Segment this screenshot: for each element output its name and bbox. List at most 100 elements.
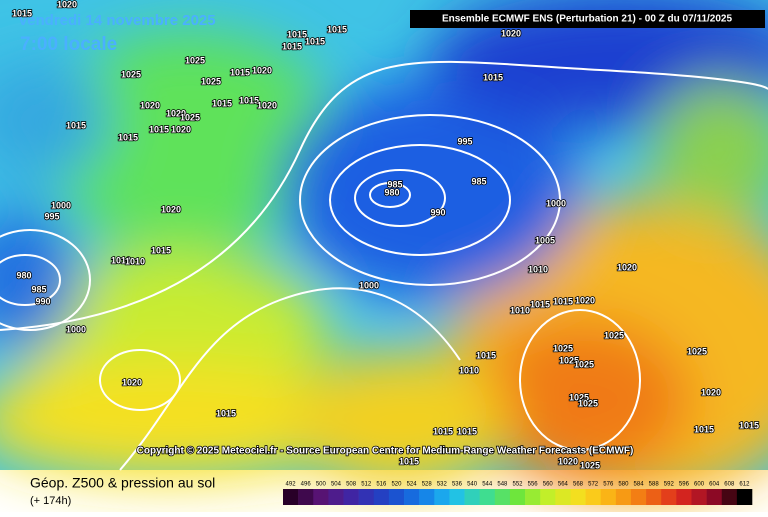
colorbar-tick-label: 572 — [588, 482, 599, 488]
colorbar-cell — [373, 489, 390, 505]
isobar-label: 1005 — [535, 235, 555, 245]
isobar-label: 1020 — [161, 204, 181, 214]
header: Vendredi 14 novembre 2025 7:00 locale En… — [18, 10, 765, 55]
isobar-label: 1015 — [327, 24, 347, 34]
isobar-label: 1000 — [66, 324, 86, 334]
isobar-label: 1025 — [559, 355, 579, 365]
isobar-label: 995 — [457, 136, 472, 146]
isobar-label: 980 — [16, 270, 31, 280]
isobar-label: 1025 — [580, 460, 600, 470]
colorbar-tick-label: 516 — [376, 482, 387, 488]
isobar-label: 1025 — [578, 398, 598, 408]
colorbar-tick-label: 528 — [422, 482, 433, 488]
colorbar-cell — [585, 489, 602, 505]
colorbar-tick-label: 588 — [649, 482, 660, 488]
colorbar-cell — [661, 489, 677, 505]
colorbar-cell — [691, 489, 707, 505]
isobar-label: 1015 — [239, 95, 259, 105]
legend: Géop. Z500 & pression au sol (+ 174h) 49… — [30, 475, 753, 507]
colorbar-tick-label: 592 — [664, 482, 675, 488]
isobar-label: 1020 — [501, 28, 521, 38]
colorbar-cell — [298, 489, 314, 505]
isobar-label: 1020 — [617, 262, 637, 272]
isobar-label: 1025 — [553, 343, 573, 353]
isobar-label: 985 — [471, 176, 486, 186]
isobar-label: 1025 — [180, 112, 200, 122]
colorbar-tick-label: 504 — [331, 482, 342, 488]
colorbar-tick-label: 512 — [361, 482, 372, 488]
isobar-label: 1015 — [399, 456, 419, 466]
isobar-label: 1015 — [433, 426, 453, 436]
colorbar: 492 496 500 504 508 512 516 520 524 528 532 536 540 5… — [283, 482, 753, 505]
colorbar-cell — [343, 489, 359, 505]
colorbar-cell — [449, 489, 465, 505]
isobar-label: 1015 — [216, 408, 236, 418]
isobar-label: 1015 — [212, 98, 232, 108]
isobar-label: 1010 — [459, 365, 479, 375]
colorbar-tick-label: 532 — [437, 482, 448, 488]
colorbar-tick-label: 500 — [316, 482, 327, 488]
colorbar-cell — [600, 489, 617, 505]
isobar-label: 1010 — [510, 305, 530, 315]
colorbar-cell — [388, 489, 405, 505]
isobar-label: 1025 — [121, 69, 141, 79]
colorbar-cell — [706, 489, 723, 505]
colorbar-cell — [555, 489, 571, 505]
colorbar-cell — [419, 489, 435, 505]
field — [0, 0, 768, 500]
colorbar-tick-label: 560 — [543, 482, 554, 488]
colorbar-cell — [721, 489, 738, 505]
isobar-label: 1025 — [201, 76, 221, 86]
isobar-label: 990 — [35, 296, 50, 306]
isobar-label: 1000 — [51, 200, 71, 210]
isobar-label: 990 — [430, 207, 445, 217]
colorbar-tick-label: 544 — [482, 482, 493, 488]
run-box — [410, 10, 765, 28]
colorbar-tick-label: 580 — [618, 482, 629, 488]
colorbar-tick-label: 492 — [286, 482, 297, 488]
isobar-lines — [0, 60, 768, 471]
isobar-label: 1015 — [457, 426, 477, 436]
isobar-label: 1020 — [701, 387, 721, 397]
colorbar-tick-label: 584 — [634, 482, 645, 488]
lead-time: (+ 174h) — [30, 495, 71, 507]
isobar-label: 1015 — [483, 72, 503, 82]
legend-title: Géop. Z500 & pression au sol — [30, 475, 215, 491]
isobar-label: 1015 — [230, 67, 250, 77]
colorbar-tick-label: 540 — [467, 482, 478, 488]
colorbar-cell — [358, 489, 375, 505]
isobar-label: 1010 — [125, 256, 145, 266]
isobar-label: 1015 — [151, 245, 171, 255]
isobar-label: 1025 — [185, 55, 205, 65]
colorbar-cell — [676, 489, 692, 505]
isobar-label: 1020 — [57, 0, 77, 9]
isobar-label: 1015 — [12, 8, 32, 18]
colorbar-cell — [736, 489, 753, 505]
isobar-label: 1015 — [149, 124, 169, 134]
colorbar-cell — [570, 489, 586, 505]
colorbar-cell — [434, 489, 450, 505]
isobar-label: 1020 — [252, 65, 272, 75]
isobar-label: 1000 — [359, 280, 379, 290]
isobar-label: 1025 — [569, 392, 589, 402]
colorbar-tick-label: 568 — [573, 482, 584, 488]
isobar-label: 1015 — [476, 350, 496, 360]
colorbar-cell — [464, 489, 480, 505]
isobar-label: 1015 — [553, 296, 573, 306]
colorbar-cell — [494, 489, 511, 505]
isobar-label: 985 — [31, 284, 46, 294]
isobar-label: 1025 — [574, 359, 594, 369]
isobar-label: 1010 — [111, 255, 131, 265]
isobar-label: 1020 — [575, 295, 595, 305]
isobar-label: 1015 — [694, 424, 714, 434]
colorbar-tick-label: 576 — [603, 482, 614, 488]
colorbar-tick-label: 496 — [301, 482, 312, 488]
isobar-label: 1020 — [171, 124, 191, 134]
colorbar-cell — [525, 489, 541, 505]
colorbar-tick-label: 524 — [407, 482, 418, 488]
colorbar-cell — [646, 489, 662, 505]
isobar-label: 1015 — [305, 36, 325, 46]
colorbar-cell — [479, 489, 496, 505]
